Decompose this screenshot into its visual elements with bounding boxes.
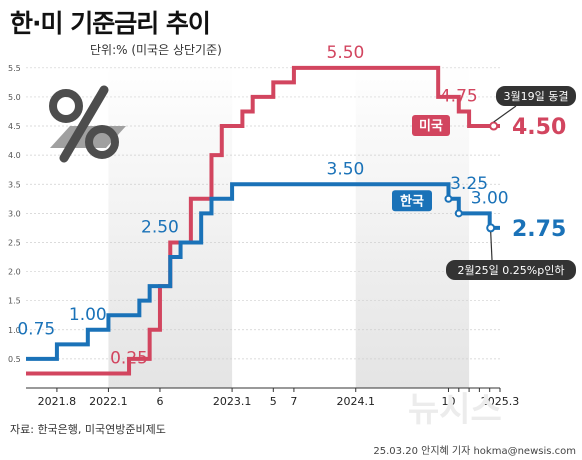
x-tick-label: 10: [441, 395, 455, 408]
y-tick-label: 2.0: [8, 268, 21, 277]
y-tick-label: 2.5: [8, 238, 21, 247]
korea-callout-leader: [490, 231, 493, 261]
y-axis-ticks: 0.5 1.0 1.5 2.0 2.5 3.0 3.5 4.0 4.5 5.0 5.5: [8, 64, 21, 364]
x-tick-label: 2025.3: [481, 395, 520, 408]
x-tick-label: 2024.1: [336, 395, 375, 408]
korea-name-tag-text: 한국: [400, 193, 424, 209]
us-callout-leader: [493, 105, 517, 123]
korea-rate-label: 0.75: [17, 319, 55, 339]
y-tick-label: 5.0: [8, 93, 21, 102]
us-end-marker: [489, 121, 499, 131]
us-name-tag: [412, 115, 450, 137]
korea-rate-label: 3.50: [327, 159, 365, 179]
korea-callout-box: [446, 260, 576, 280]
data-labels: 0.25 5.50 4.75 0.75 1.00 2.50 3.50 3.253.00 4.50…: [17, 43, 566, 369]
y-tick-label: 4.5: [8, 122, 21, 131]
x-axis: 2021.8 2022.1 6 2023.1 5 7 2024.1 10 2025.3: [26, 387, 520, 408]
newsis-watermark: 뉴시스: [408, 390, 502, 430]
korea-rate-line: [26, 182, 500, 361]
us-callout-text: 3월19일 동결: [504, 89, 569, 103]
x-tick-label: 6: [156, 395, 163, 408]
us-rate-label: 4.75: [440, 86, 478, 106]
y-tick-label: 3.0: [8, 209, 21, 218]
korea-end-marker: [486, 223, 496, 233]
series-lines: [26, 65, 500, 376]
x-tick-label: 2023.1: [213, 395, 252, 408]
y-tick-label: 1.0: [8, 326, 21, 335]
chart-title: 한·미 기준금리 추이: [10, 9, 211, 38]
korea-cut-marker: [454, 209, 463, 218]
y-tick-label: 3.5: [8, 180, 21, 189]
us-rate-label: 5.50: [327, 43, 365, 63]
x-tick-label: 7: [290, 395, 297, 408]
us-end-value: 4.50: [512, 115, 566, 140]
shaded-periods: [108, 62, 470, 388]
y-tick-label: 5.5: [8, 64, 21, 73]
korea-end-value: 2.75: [512, 217, 566, 242]
us-name-tag-text: 미국: [419, 118, 443, 134]
korea-rate-label: 1.00: [69, 305, 107, 325]
us-callout-box: [496, 86, 576, 106]
us-rate-label: 0.25: [110, 348, 148, 368]
korea-rate-label: 3.25: [450, 174, 488, 194]
shaded-period: [108, 62, 233, 388]
korea-cut-marker: [444, 194, 453, 203]
us-rate-line: [26, 65, 500, 376]
source-note: 자료: 한국은행, 미국연방준비제도: [10, 423, 166, 436]
korea-rate-label: 2.50: [141, 217, 179, 237]
y-tick-label: 4.0: [8, 151, 21, 160]
korea-callout-text: 2월25일 0.25%p인하: [458, 263, 565, 277]
percent-icon: [49, 85, 126, 163]
shaded-period: [355, 62, 470, 388]
y-tick-label: 0.5: [8, 355, 21, 364]
korea-rate-label: 3.00: [471, 188, 509, 208]
x-tick-label: 2021.8: [38, 395, 77, 408]
watermark-text: 뉴시스: [408, 390, 502, 430]
y-tick-label: 1.5: [8, 297, 21, 306]
chart-unit-note: 단위:% (미국은 상단기준): [90, 43, 222, 57]
x-tick-label: 2022.1: [89, 395, 128, 408]
x-tick-label: 5: [270, 395, 277, 408]
korea-name-tag: [392, 190, 432, 212]
credit-line: 25.03.20 안지혜 기자 hokma@newsis.com: [373, 446, 576, 457]
